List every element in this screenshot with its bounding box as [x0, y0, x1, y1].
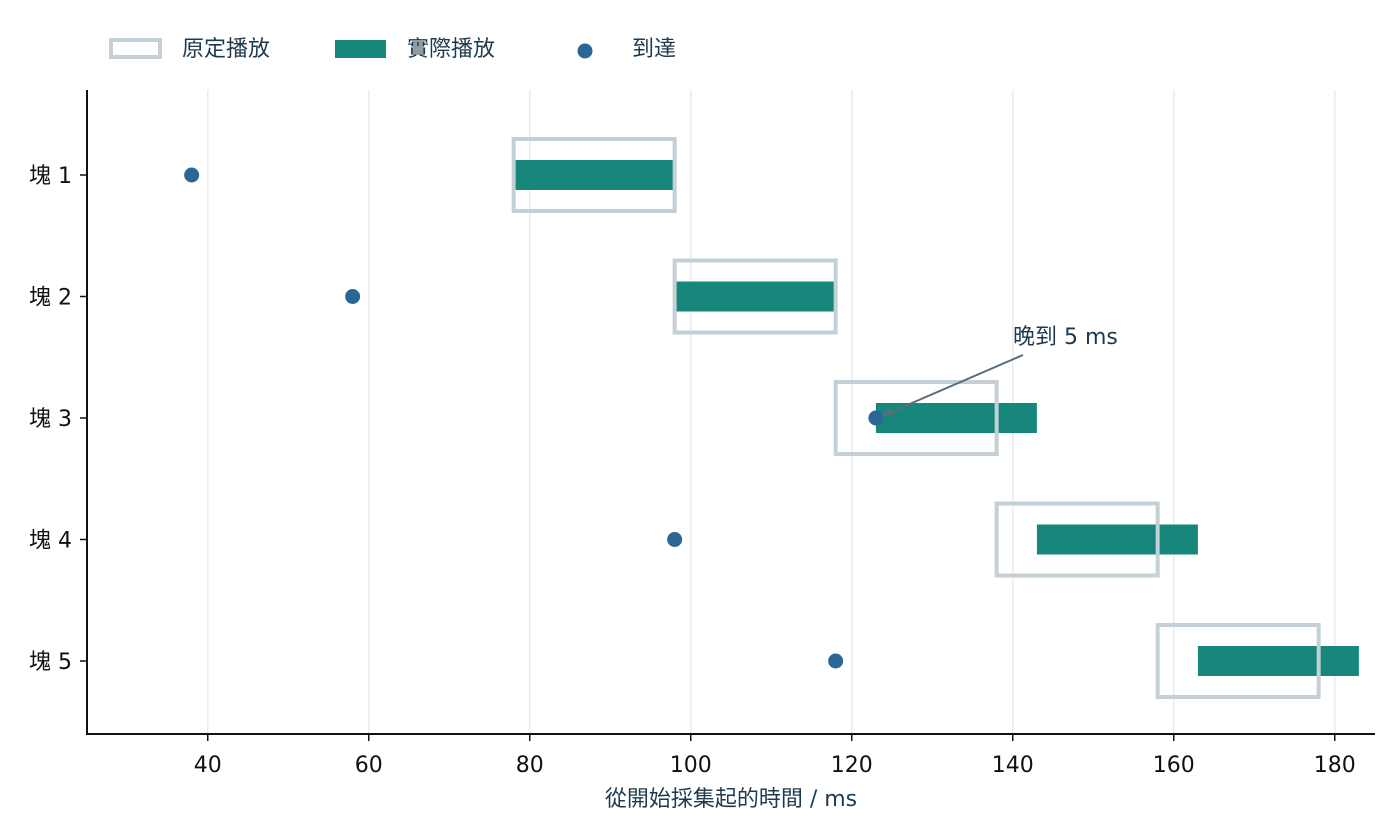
- actual-playback-bar: [1036, 524, 1198, 555]
- x-axis-title: 從開始採集起的時間 / ms: [605, 787, 857, 812]
- arrival-point: [667, 532, 683, 547]
- y-tick-label: 塊 4: [29, 529, 72, 554]
- arrival-point: [868, 410, 884, 426]
- x-tick-label: 120: [831, 753, 873, 778]
- legend-swatch-arrival: [577, 43, 593, 59]
- scheduled-playback-box: [994, 501, 1160, 578]
- legend-swatch-scheduled: [109, 38, 162, 59]
- x-tick-label: 100: [670, 753, 712, 778]
- legend: 原定播放 實際播放 到達: [109, 37, 676, 62]
- legend-label-scheduled: 原定播放: [182, 37, 270, 62]
- y-tick-label: 塊 5: [29, 650, 72, 675]
- x-tick-label: 60: [355, 753, 383, 778]
- bar-layer: [184, 137, 1359, 699]
- annotation-label: 晚到 5 ms: [1013, 325, 1118, 350]
- actual-playback-bar: [1197, 646, 1359, 676]
- arrival-point: [345, 289, 361, 304]
- actual-playback-bar: [674, 281, 836, 312]
- x-tick-label: 140: [992, 753, 1034, 778]
- grid-layer: [207, 90, 1336, 734]
- scheduled-playback-box: [833, 380, 999, 456]
- axis-layer: [86, 90, 1375, 735]
- x-tick-label: 180: [1314, 753, 1356, 778]
- y-tick-label: 塊 1: [29, 164, 72, 189]
- arrival-point: [184, 167, 200, 183]
- arrival-point: [828, 653, 844, 669]
- scheduled-playback-box: [511, 137, 677, 213]
- y-tick-label: 塊 3: [29, 407, 72, 432]
- tick-layer: 40 60 80 100 120 140 160 180 塊 1 塊 2 塊 3 塊 4 塊 5: [29, 164, 1356, 778]
- x-tick-label: 80: [516, 753, 544, 778]
- legend-swatch-actual: [335, 40, 386, 58]
- x-tick-label: 40: [194, 753, 222, 778]
- scheduled-playback-box: [1155, 623, 1321, 699]
- actual-playback-bar: [513, 160, 675, 190]
- scheduled-playback-box: [672, 258, 838, 335]
- legend-label-arrival: 到達: [632, 37, 676, 62]
- legend-label-actual: 實際播放: [407, 37, 495, 62]
- annotation: 晚到 5 ms: [881, 325, 1118, 417]
- y-tick-label: 塊 2: [29, 286, 72, 311]
- annotation-arrow: [881, 354, 1024, 417]
- annotation-arrowhead: [881, 408, 894, 416]
- x-tick-label: 160: [1153, 753, 1195, 778]
